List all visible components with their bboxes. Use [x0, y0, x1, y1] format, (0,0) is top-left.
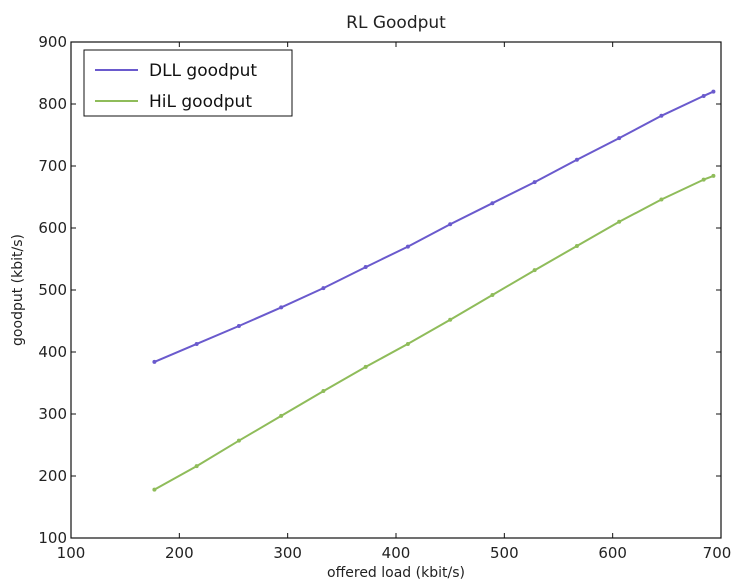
data-point: [194, 341, 199, 346]
series-line-0: [154, 90, 714, 363]
y-tick-label: 100: [38, 529, 67, 547]
data-point: [490, 292, 495, 297]
data-point: [532, 180, 537, 185]
data-point: [152, 359, 157, 364]
data-point: [532, 268, 537, 273]
data-point: [363, 364, 368, 369]
data-point: [152, 487, 157, 492]
data-point: [405, 244, 410, 249]
data-point: [321, 389, 326, 394]
data-point: [711, 89, 716, 94]
data-point: [490, 201, 495, 206]
y-tick-label: 800: [38, 95, 67, 113]
data-point: [194, 464, 199, 469]
data-point: [448, 222, 453, 227]
data-point: [574, 243, 579, 248]
legend-label-hil: HiL goodput: [149, 92, 252, 112]
x-tick-label: 700: [703, 544, 732, 562]
data-point: [617, 136, 622, 141]
x-tick-label: 400: [382, 544, 411, 562]
y-tick-label: 700: [38, 157, 67, 175]
data-point: [236, 438, 241, 443]
legend-box: [83, 49, 293, 117]
y-tick-label: 500: [38, 281, 67, 299]
data-point: [321, 286, 326, 291]
x-tick-label: 500: [490, 544, 519, 562]
y-axis: 100 200 300 400 500 600 700 800 900: [38, 33, 721, 547]
y-tick-label: 200: [38, 467, 67, 485]
x-axis-title: offered load (kbit/s): [327, 565, 465, 580]
data-point: [448, 317, 453, 322]
data-point: [711, 173, 716, 178]
x-tick-label: 300: [273, 544, 302, 562]
y-axis-title: goodput (kbit/s): [10, 234, 26, 346]
data-point: [617, 219, 622, 224]
x-tick-label: 100: [57, 544, 86, 562]
data-point: [279, 413, 284, 418]
y-tick-label: 300: [38, 405, 67, 423]
data-point: [236, 323, 241, 328]
data-point: [701, 93, 706, 98]
data-point: [363, 265, 368, 270]
x-axis: 100 200 300 400 500 600 700: [57, 42, 732, 562]
data-point: [574, 157, 579, 162]
legend-label-dll: DLL goodput: [149, 61, 257, 81]
data-point: [279, 305, 284, 310]
y-tick-label: 900: [38, 33, 67, 51]
legend: DLL goodput HiL goodput: [83, 49, 293, 117]
x-tick-label: 200: [165, 544, 194, 562]
y-tick-label: 400: [38, 343, 67, 361]
data-point: [659, 113, 664, 118]
data-point: [659, 197, 664, 202]
series-layer: [152, 89, 716, 492]
data-point: [405, 341, 410, 346]
x-tick-label: 600: [598, 544, 627, 562]
chart-title: RL Goodput: [346, 13, 446, 33]
data-point: [701, 177, 706, 182]
y-tick-label: 600: [38, 219, 67, 237]
